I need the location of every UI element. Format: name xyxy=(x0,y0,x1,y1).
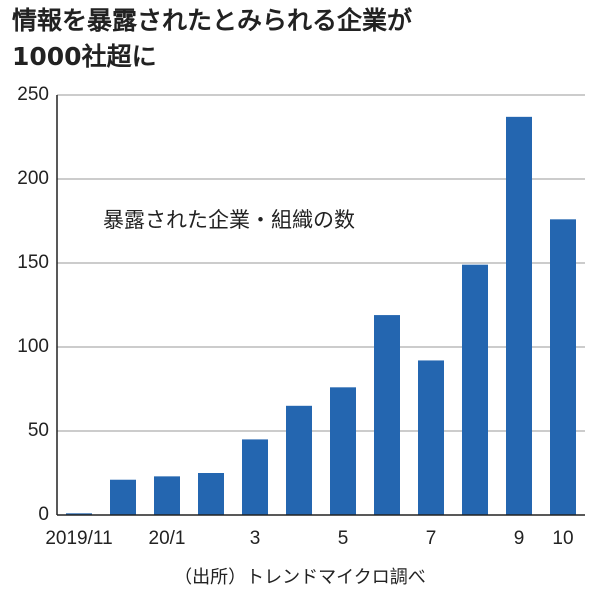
y-tick-label: 250 xyxy=(17,84,49,105)
source: （出所）トレンドマイクロ調べ xyxy=(174,567,426,588)
chart-title: 情報を暴露されたとみられる企業が xyxy=(12,6,412,35)
bar xyxy=(330,387,356,515)
bar xyxy=(154,476,180,515)
bar xyxy=(286,405,312,515)
y-tick-label: 0 xyxy=(38,504,49,525)
x-tick-label: 20/1 xyxy=(149,528,186,549)
bar xyxy=(242,439,268,515)
bar xyxy=(374,315,400,515)
bar xyxy=(550,219,576,515)
bar xyxy=(506,116,532,515)
bar xyxy=(198,473,224,515)
grid: 0 50 100 150 200 250 xyxy=(17,84,585,525)
bar xyxy=(462,264,488,515)
chart-title: 1000社超に xyxy=(12,42,157,71)
x-tick-label: 3 xyxy=(250,528,261,549)
annotation: 暴露された企業・組織の数 xyxy=(103,208,355,232)
x-tick-label: 5 xyxy=(338,528,349,549)
x-tick-label: 7 xyxy=(426,528,437,549)
bar xyxy=(418,360,444,515)
x-tick-label: 2019/11 xyxy=(45,528,112,549)
bars: 2019/11 20/1 3 5 7 9 10 xyxy=(45,116,576,549)
y-tick-label: 50 xyxy=(28,420,49,441)
bar xyxy=(66,513,92,515)
x-tick-label: 10 xyxy=(552,528,573,549)
y-tick-label: 150 xyxy=(17,252,49,273)
y-tick-label: 200 xyxy=(17,168,49,189)
bar xyxy=(110,479,136,515)
y-tick-label: 100 xyxy=(17,336,49,357)
x-tick-label: 9 xyxy=(514,528,525,549)
